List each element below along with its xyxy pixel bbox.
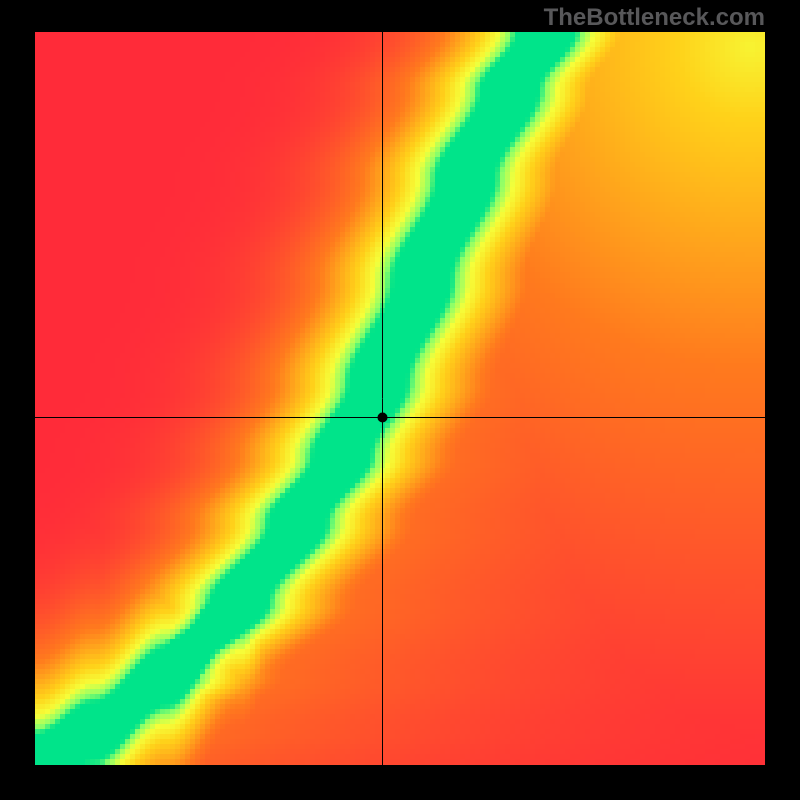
chart-frame: { "watermark": { "text": "TheBottleneck.… [0, 0, 800, 800]
crosshair-overlay [35, 32, 765, 765]
watermark-text: TheBottleneck.com [544, 4, 765, 32]
